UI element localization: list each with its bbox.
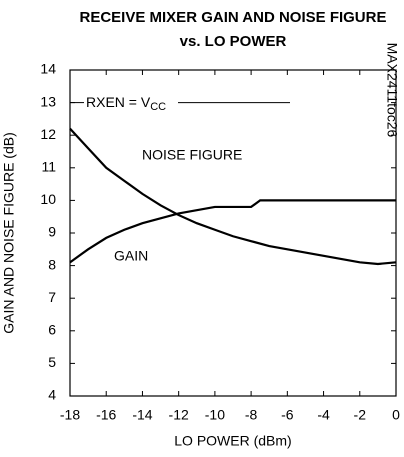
y-tick-label: 13 (40, 93, 56, 109)
y-tick-label: 4 (48, 387, 56, 403)
annotation-subscript: CC (150, 101, 166, 113)
y-tick-label: 7 (48, 289, 56, 305)
y-tick-label: 8 (48, 256, 56, 272)
annotation: GAIN (114, 248, 148, 264)
x-tick-label: -18 (60, 407, 80, 423)
y-tick-label: 9 (48, 224, 56, 240)
line-series (69, 199, 396, 264)
chart-title: vs. LO POWER (180, 33, 287, 50)
y-tick-label: 11 (41, 159, 56, 175)
y-tick-label: 14 (40, 61, 56, 77)
x-tick-label: -4 (317, 407, 330, 423)
annotation: MAX2411toc26 (384, 43, 400, 138)
y-axis-label: GAIN AND NOISE FIGURE (dB) (1, 132, 17, 333)
chart-title: RECEIVE MIXER GAIN AND NOISE FIGURE (80, 9, 387, 26)
y-tick-label: 12 (40, 126, 56, 142)
y-tick-label: 5 (48, 354, 56, 370)
annotation: NOISE FIGURE (142, 147, 242, 163)
annotation-text: RXEN = V (86, 94, 151, 110)
x-tick-label: -16 (96, 407, 116, 423)
x-axis-label: LO POWER (dBm) (174, 433, 291, 449)
x-tick-label: -12 (169, 407, 189, 423)
x-tick-label: -8 (245, 407, 258, 423)
x-tick-label: -6 (281, 407, 294, 423)
x-tick-label: -2 (354, 407, 367, 423)
line-series (69, 127, 397, 266)
x-tick-label: -14 (132, 407, 152, 423)
y-tick-label: 6 (48, 322, 56, 338)
y-tick-label: 10 (40, 191, 56, 207)
annotation: RXEN = VCC (86, 94, 166, 113)
x-tick-label: 0 (392, 407, 400, 423)
x-tick-label: -10 (205, 407, 225, 423)
